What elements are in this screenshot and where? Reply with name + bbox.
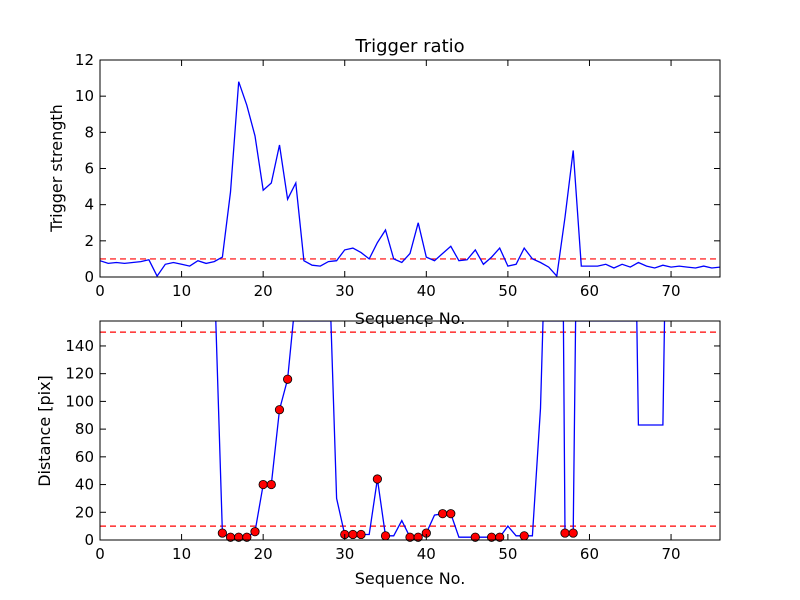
x-axis-label: Sequence No. xyxy=(355,309,466,328)
data-point xyxy=(568,528,578,538)
axes-frame xyxy=(99,320,721,541)
x-axis-label: Sequence No. xyxy=(355,569,466,588)
data-point xyxy=(242,532,252,542)
x-tick-label: 0 xyxy=(95,282,105,300)
x-tick-label: 40 xyxy=(417,545,436,563)
y-tick-label: 6 xyxy=(84,160,94,178)
data-point xyxy=(560,528,570,538)
x-tick-label: 30 xyxy=(335,545,354,563)
data-point xyxy=(348,529,358,540)
y-tick-label: 0 xyxy=(84,531,94,549)
trigger-ratio-chart: Trigger ratio Sequence No. Trigger stren… xyxy=(47,36,721,328)
data-point xyxy=(274,405,285,415)
x-tick-label: 10 xyxy=(172,282,191,300)
data-point xyxy=(380,531,391,541)
x-tick-label: 0 xyxy=(95,545,105,563)
x-tick-label: 60 xyxy=(580,545,599,563)
chart-title: Trigger ratio xyxy=(354,36,464,57)
y-tick-label: 8 xyxy=(84,123,94,141)
data-point xyxy=(470,532,480,542)
y-tick-label: 10 xyxy=(75,87,94,105)
y-tick-label: 120 xyxy=(65,365,94,383)
data-point xyxy=(495,532,505,542)
x-tick-label: 30 xyxy=(335,282,354,300)
data-point xyxy=(372,474,382,484)
y-tick-label: 60 xyxy=(75,448,94,466)
x-tick-label: 40 xyxy=(417,282,436,300)
x-tick-label: 10 xyxy=(172,545,191,563)
y-tick-label: 12 xyxy=(75,51,94,69)
x-tick-label: 20 xyxy=(254,545,273,563)
data-point xyxy=(446,509,456,519)
data-point xyxy=(258,479,268,490)
data-point xyxy=(283,374,293,384)
series-line xyxy=(100,81,720,277)
x-tick-label: 50 xyxy=(498,282,517,300)
plot-area: 0 10 20 30 40 50 60 70 0 20 40 60 80 100 120 140 xyxy=(65,320,721,563)
distance-chart: Sequence No. Distance [pix] 0 10 20 30 40 50 6… xyxy=(35,320,721,588)
y-tick-label: 4 xyxy=(84,196,94,214)
y-axis-label: Distance [pix] xyxy=(35,375,54,487)
x-tick-label: 60 xyxy=(580,282,599,300)
x-tick-label: 70 xyxy=(662,545,681,563)
y-tick-label: 0 xyxy=(84,268,94,286)
data-point xyxy=(266,479,276,490)
data-point xyxy=(413,532,423,542)
y-axis-label: Trigger strength xyxy=(47,104,66,233)
x-tick-label: 70 xyxy=(662,282,681,300)
x-tick-label: 50 xyxy=(498,545,517,563)
data-point xyxy=(217,528,227,538)
data-point xyxy=(356,529,366,540)
y-tick-label: 40 xyxy=(75,476,94,494)
data-point xyxy=(438,509,448,519)
data-point xyxy=(519,531,529,541)
y-tick-label: 2 xyxy=(84,232,94,250)
y-tick-label: 80 xyxy=(75,420,94,438)
y-tick-label: 140 xyxy=(65,337,94,355)
y-tick-label: 20 xyxy=(75,503,94,521)
plot-area: 0 10 20 30 40 50 60 70 0 2 4 6 8 10 12 xyxy=(75,51,721,300)
y-tick-label: 100 xyxy=(65,392,94,410)
x-tick-label: 20 xyxy=(254,282,273,300)
data-point xyxy=(250,527,260,537)
